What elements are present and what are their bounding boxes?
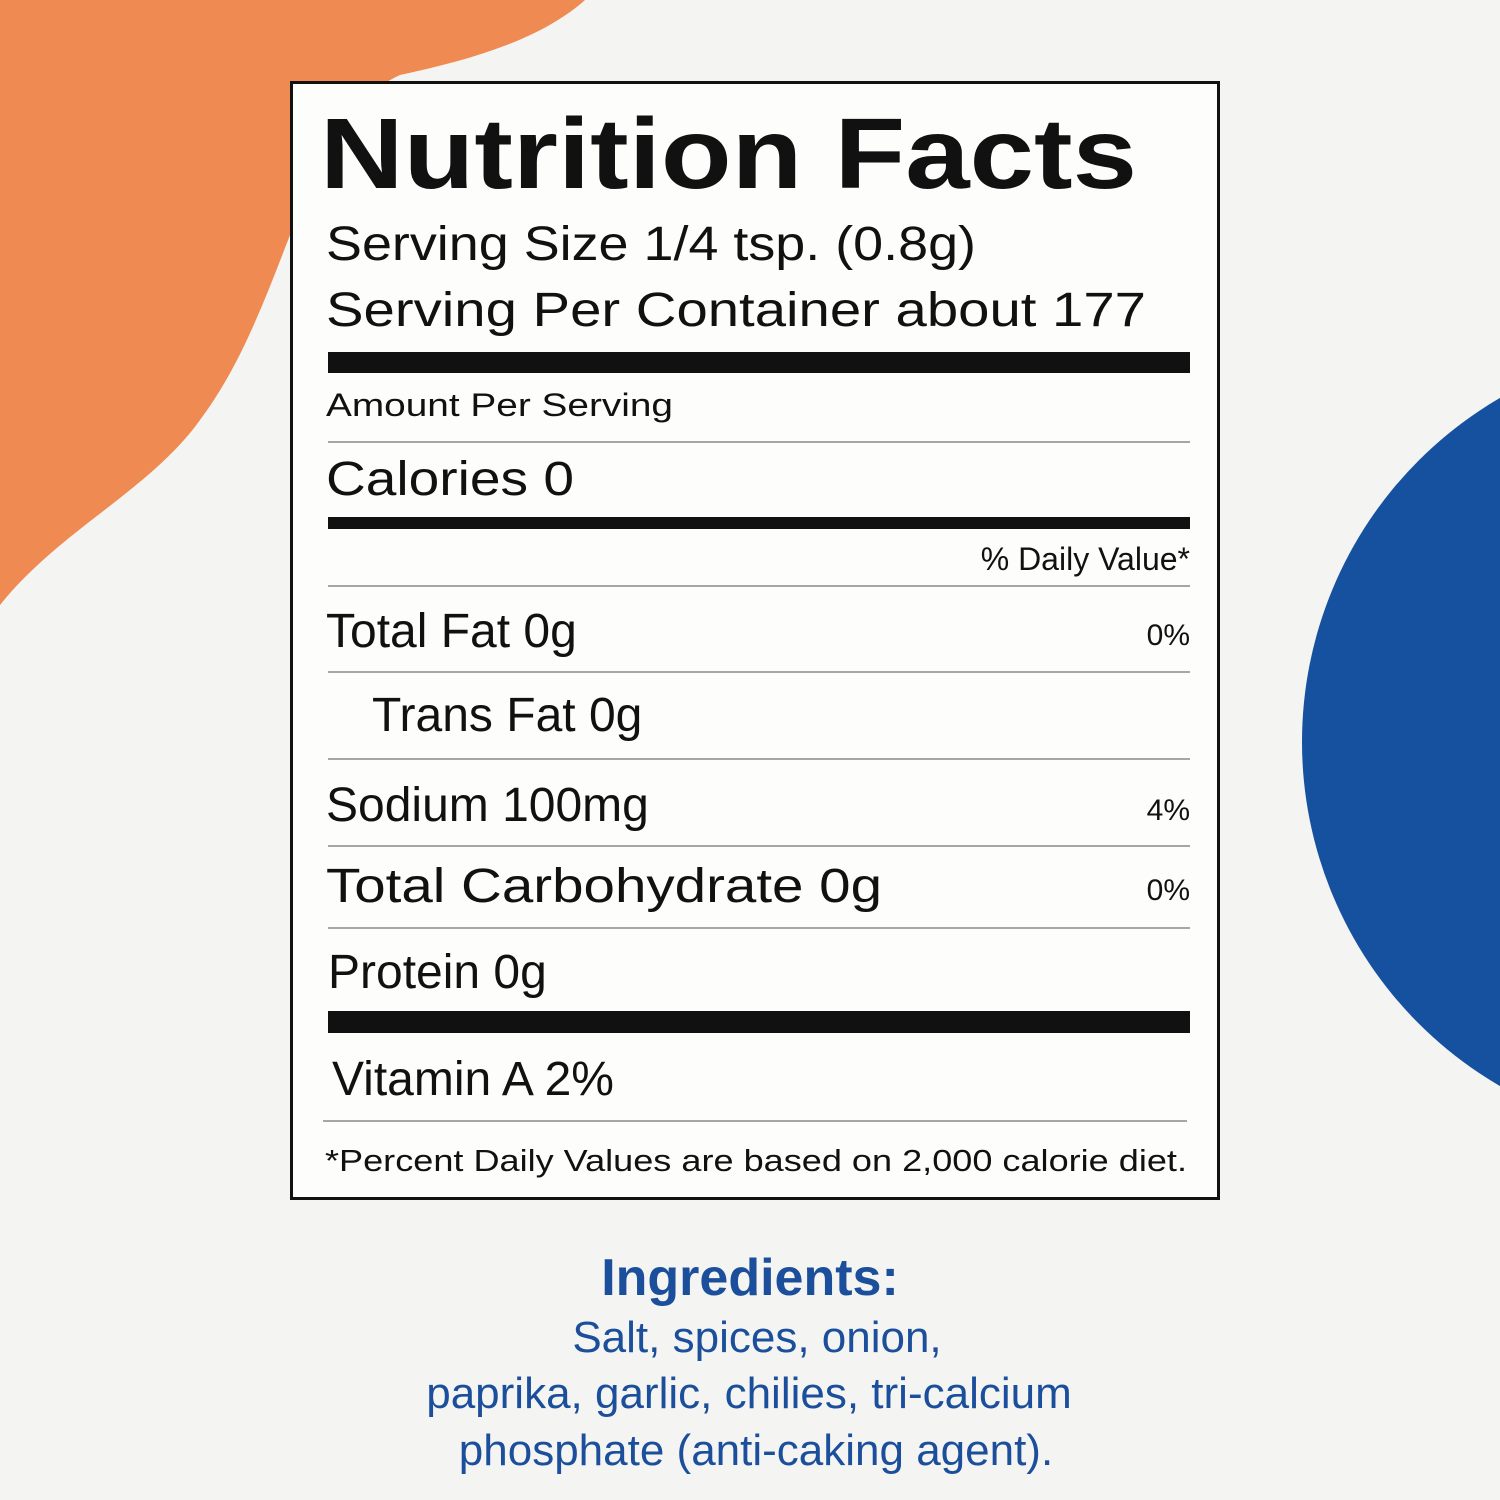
nutrient-dv: 0% <box>1147 874 1190 907</box>
thick-rule <box>328 352 1190 373</box>
amount-per-serving: Amount Per Serving <box>326 387 673 423</box>
serving-size: Serving Size 1/4 tsp. (0.8g) <box>326 218 976 271</box>
nutrient-label: Trans Fat 0g <box>372 689 642 742</box>
orange-shape <box>0 0 585 605</box>
footnote: *Percent Daily Values are based on 2,000… <box>325 1143 1187 1178</box>
nutrient-label: Protein 0g <box>328 946 547 999</box>
ingredients-line: Salt, spices, onion, <box>572 1313 941 1362</box>
ingredients-line: phosphate (anti-caking agent). <box>459 1426 1053 1475</box>
thick-rule <box>328 517 1190 529</box>
daily-value-header: % Daily Value* <box>981 541 1190 577</box>
calories: Calories 0 <box>326 453 574 506</box>
thick-rule <box>328 1011 1190 1033</box>
label-title: Nutrition Facts <box>320 98 1137 210</box>
vitamin: Vitamin A 2% <box>332 1053 614 1106</box>
blue-circle <box>1302 397 1500 1087</box>
servings-per-container: Serving Per Container about 177 <box>326 284 1146 337</box>
nutrient-dv: 0% <box>1147 619 1190 652</box>
ingredients-heading: Ingredients: <box>601 1249 899 1307</box>
nutrient-label: Total Fat 0g <box>326 605 577 658</box>
nutrient-label: Sodium 100mg <box>326 779 649 832</box>
nutrient-label: Total Carbohydrate 0g <box>326 860 882 913</box>
nutrient-dv: 4% <box>1147 794 1190 827</box>
ingredients-line: paprika, garlic, chilies, tri-calcium <box>426 1369 1072 1418</box>
